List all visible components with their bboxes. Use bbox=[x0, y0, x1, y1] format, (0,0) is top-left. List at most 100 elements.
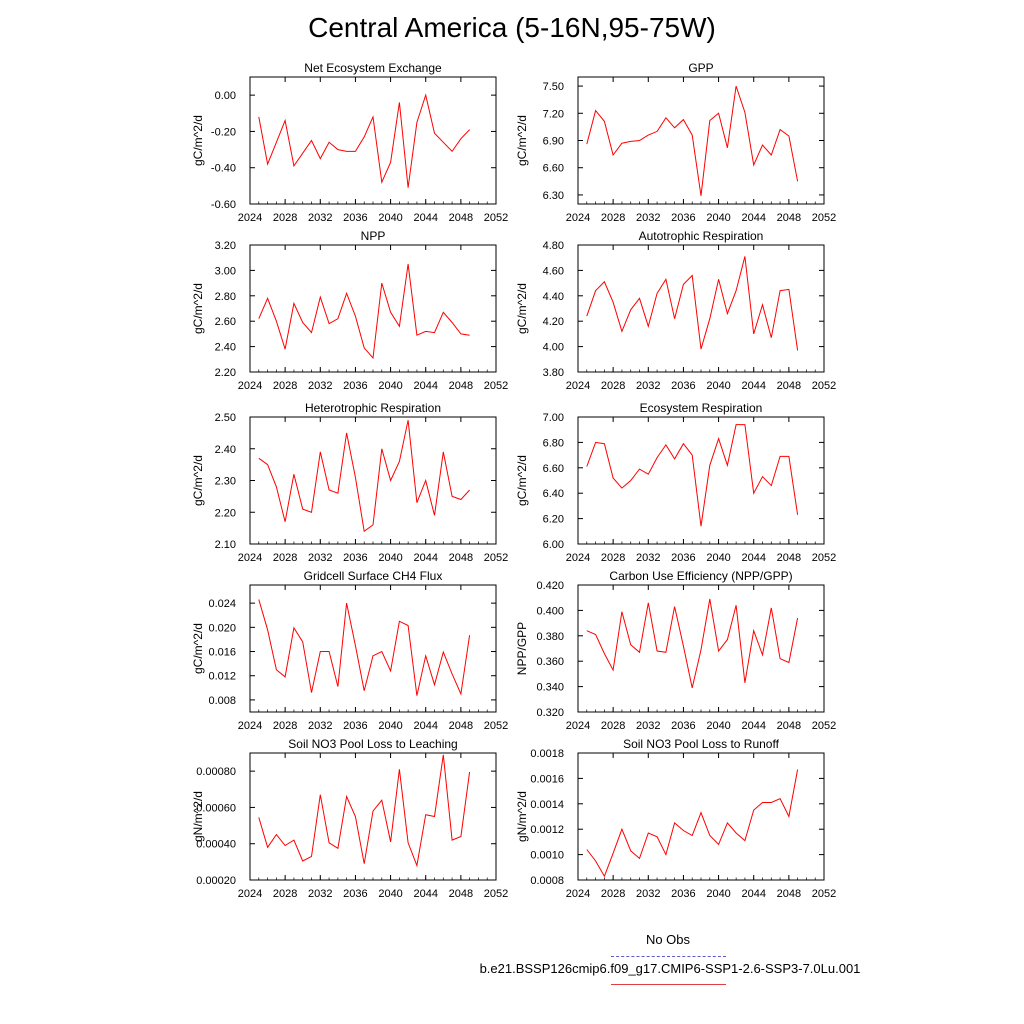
x-tick-label: 2040 bbox=[706, 212, 730, 224]
plot-frame bbox=[577, 76, 825, 205]
series-line bbox=[258, 93, 470, 188]
x-tick-label: 2052 bbox=[812, 888, 836, 900]
x-tick-label: 2040 bbox=[378, 380, 402, 392]
x-tick-label: 2044 bbox=[741, 212, 765, 224]
legend-run-line bbox=[611, 984, 726, 985]
series-line bbox=[258, 599, 471, 696]
x-tick-label: 2052 bbox=[484, 720, 508, 732]
x-tick-label: 2028 bbox=[601, 380, 625, 392]
x-tick-label: 2036 bbox=[343, 212, 367, 224]
x-tick-label: 2028 bbox=[273, 380, 297, 392]
panel-title: Autotrophic Respiration bbox=[639, 229, 764, 243]
y-tick-label: 0.016 bbox=[208, 647, 236, 659]
plot-frame bbox=[249, 752, 497, 881]
plot-frame bbox=[249, 584, 497, 713]
x-tick-label: 2044 bbox=[413, 720, 437, 732]
y-tick-label: 3.80 bbox=[543, 367, 564, 379]
panel-title: Net Ecosystem Exchange bbox=[304, 61, 442, 75]
x-tick-label: 2052 bbox=[484, 888, 508, 900]
y-tick-label: 0.0016 bbox=[530, 773, 564, 785]
x-tick-label: 2044 bbox=[413, 888, 437, 900]
y-tick-label: 2.40 bbox=[215, 444, 236, 456]
x-tick-label: 2044 bbox=[413, 380, 437, 392]
panel-title: Ecosystem Respiration bbox=[640, 401, 763, 415]
y-tick-label: 0.024 bbox=[208, 598, 236, 610]
x-tick-label: 2036 bbox=[671, 380, 695, 392]
x-tick-label: 2024 bbox=[238, 888, 262, 900]
chart-panel: GPP gC/m^2/d 2024 2028 2032 2036 2040 2044 2048 2… bbox=[515, 61, 836, 224]
y-axis-label: gC/m^2/d bbox=[191, 283, 205, 334]
y-tick-label: 6.40 bbox=[543, 488, 564, 500]
y-tick-label: 0.00080 bbox=[196, 766, 236, 778]
x-tick-label: 2052 bbox=[484, 212, 508, 224]
y-tick-label: 0.420 bbox=[536, 580, 564, 592]
y-tick-label: 6.30 bbox=[543, 190, 564, 202]
y-tick-label: 0.0012 bbox=[530, 824, 564, 836]
series-line bbox=[258, 264, 470, 360]
y-axis-label: gC/m^2/d bbox=[515, 115, 529, 166]
chart-panel: Gridcell Surface CH4 Flux gC/m^2/d 2024 202… bbox=[191, 569, 508, 732]
x-tick-label: 2048 bbox=[777, 212, 801, 224]
x-tick-label: 2024 bbox=[238, 212, 262, 224]
y-tick-label: 6.60 bbox=[543, 463, 564, 475]
y-tick-label: 7.00 bbox=[543, 412, 564, 424]
y-tick-label: 0.00060 bbox=[196, 802, 236, 814]
y-tick-label: 0.020 bbox=[208, 622, 236, 634]
x-tick-label: 2032 bbox=[636, 552, 660, 564]
x-tick-label: 2028 bbox=[273, 212, 297, 224]
y-tick-label: 6.00 bbox=[543, 539, 564, 551]
x-tick-label: 2040 bbox=[378, 212, 402, 224]
y-tick-label: 6.60 bbox=[543, 163, 564, 175]
panel-title: Carbon Use Efficiency (NPP/GPP) bbox=[609, 569, 792, 583]
y-axis-label: gC/m^2/d bbox=[191, 455, 205, 506]
x-tick-label: 2028 bbox=[601, 212, 625, 224]
y-axis-label: gC/m^2/d bbox=[515, 283, 529, 334]
chart-panel: Net Ecosystem Exchange gC/m^2/d 2024 2028 20… bbox=[191, 61, 508, 224]
x-tick-label: 2040 bbox=[706, 720, 730, 732]
x-tick-label: 2048 bbox=[777, 720, 801, 732]
chart-panel: Soil NO3 Pool Loss to Runoff gN/m^2/d 2024… bbox=[515, 737, 836, 900]
x-tick-label: 2040 bbox=[378, 720, 402, 732]
series-line bbox=[258, 420, 470, 533]
y-tick-label: 4.80 bbox=[543, 240, 564, 252]
x-tick-label: 2036 bbox=[671, 552, 695, 564]
x-tick-label: 2032 bbox=[308, 380, 332, 392]
y-tick-label: 0.00 bbox=[215, 90, 236, 102]
x-tick-label: 2024 bbox=[566, 380, 590, 392]
x-tick-label: 2036 bbox=[343, 888, 367, 900]
series-line bbox=[258, 754, 471, 868]
x-tick-label: 2032 bbox=[636, 720, 660, 732]
y-tick-label: 0.012 bbox=[208, 671, 236, 683]
x-tick-label: 2052 bbox=[484, 552, 508, 564]
x-tick-label: 2028 bbox=[601, 720, 625, 732]
chart-panel: Soil NO3 Pool Loss to Leaching gN/m^2/d 20… bbox=[191, 737, 508, 900]
series-line bbox=[586, 769, 799, 878]
x-tick-label: 2040 bbox=[706, 888, 730, 900]
series-line bbox=[586, 598, 799, 689]
series-line bbox=[586, 424, 799, 527]
y-tick-label: 3.00 bbox=[215, 265, 236, 277]
x-tick-label: 2052 bbox=[812, 212, 836, 224]
panel-title: NPP bbox=[361, 229, 386, 243]
y-tick-label: 0.0018 bbox=[530, 748, 564, 760]
x-tick-label: 2036 bbox=[671, 212, 695, 224]
legend-obs-label: No Obs bbox=[645, 932, 691, 947]
page-title: Central America (5-16N,95-75W) bbox=[308, 12, 716, 43]
plot-frame bbox=[249, 244, 497, 373]
y-tick-label: 0.00020 bbox=[196, 875, 236, 887]
panel-title: Soil NO3 Pool Loss to Leaching bbox=[288, 737, 457, 751]
y-tick-label: 2.60 bbox=[215, 316, 236, 328]
y-tick-label: -0.20 bbox=[211, 126, 236, 138]
chart-panel: Autotrophic Respiration gC/m^2/d 2024 2028 2… bbox=[515, 229, 836, 392]
x-tick-label: 2040 bbox=[706, 552, 730, 564]
y-axis-label: gC/m^2/d bbox=[515, 455, 529, 506]
plot-frame bbox=[577, 752, 825, 881]
x-tick-label: 2044 bbox=[413, 552, 437, 564]
y-axis-label: gC/m^2/d bbox=[191, 623, 205, 674]
x-tick-label: 2048 bbox=[449, 552, 473, 564]
x-tick-label: 2044 bbox=[741, 888, 765, 900]
y-tick-label: 0.0008 bbox=[530, 875, 564, 887]
chart-panel: Carbon Use Efficiency (NPP/GPP) NPP/GPP 20… bbox=[515, 569, 836, 732]
y-tick-label: 0.0014 bbox=[530, 799, 564, 811]
